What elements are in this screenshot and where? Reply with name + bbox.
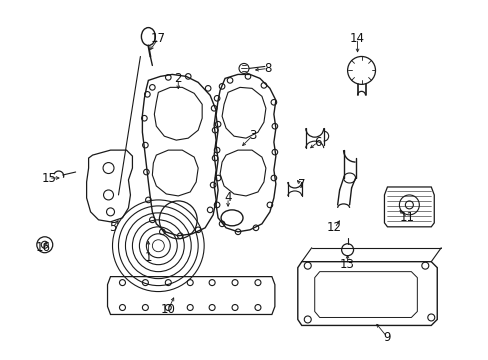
Text: 3: 3 [249, 129, 256, 142]
Text: 7: 7 [297, 179, 305, 192]
Text: 13: 13 [340, 258, 354, 271]
Text: 17: 17 [150, 32, 165, 45]
Text: 15: 15 [41, 171, 56, 185]
Text: 11: 11 [399, 211, 414, 224]
Text: 9: 9 [383, 331, 390, 344]
Text: 10: 10 [161, 303, 175, 316]
Text: 4: 4 [224, 192, 231, 204]
Text: 2: 2 [174, 72, 182, 85]
Text: 12: 12 [326, 221, 342, 234]
Text: 6: 6 [313, 136, 321, 149]
Text: 5: 5 [109, 221, 116, 234]
Text: 16: 16 [35, 241, 50, 254]
Text: 1: 1 [144, 251, 152, 264]
Text: 14: 14 [349, 32, 365, 45]
Text: 8: 8 [264, 62, 271, 75]
